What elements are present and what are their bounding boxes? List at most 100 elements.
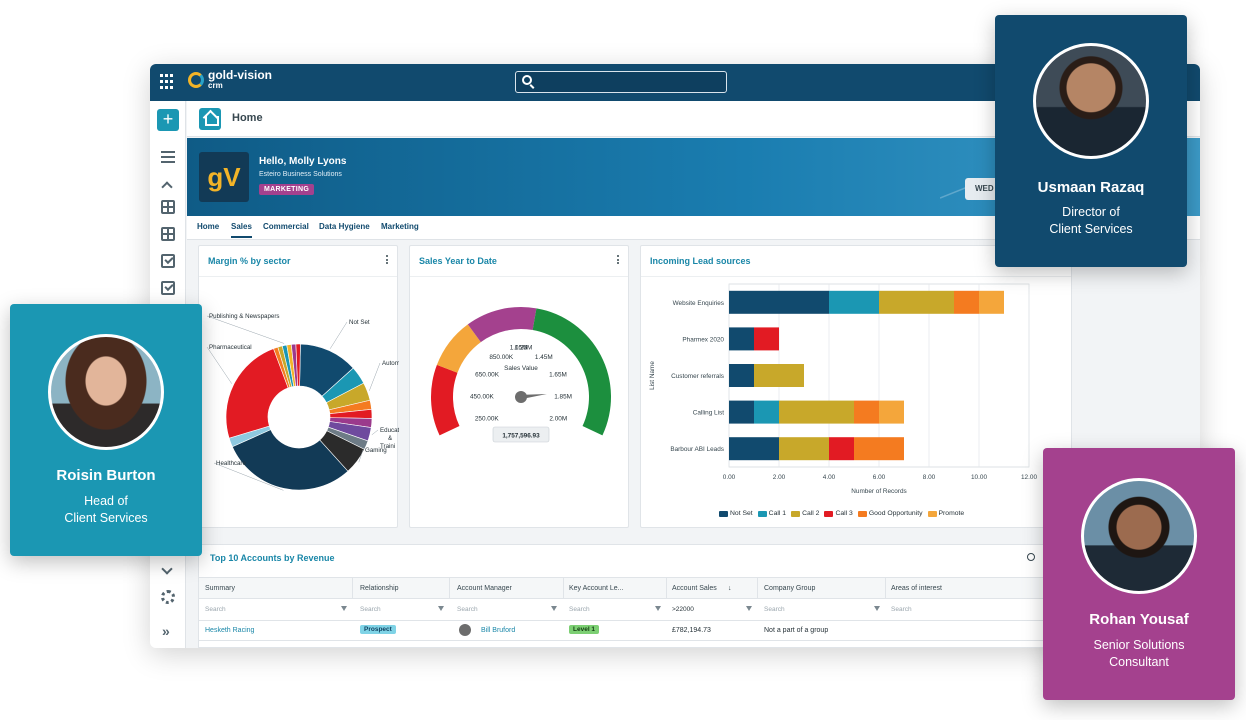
chart-legend: Not Set Call 1 Call 2 Call 3 Good Opportunit… xyxy=(719,510,964,517)
pie-leader-line xyxy=(213,462,284,491)
legend-item[interactable]: Not Set xyxy=(719,510,753,517)
legend-item[interactable]: Call 1 xyxy=(757,510,786,517)
x-tick-label: 12.00 xyxy=(1021,474,1037,481)
bar-segment xyxy=(879,400,904,424)
search-icon[interactable] xyxy=(1027,553,1035,561)
gauge-tick-label: 1.65M xyxy=(549,372,567,379)
person-name: Roisin Burton xyxy=(56,467,156,484)
bar-segment xyxy=(854,437,904,461)
account-manager-link[interactable]: Bill Bruford xyxy=(481,627,516,634)
page-title: Home xyxy=(232,112,263,124)
y-tick-label: Calling List xyxy=(693,410,724,417)
logo-text: gold-vision xyxy=(208,68,272,82)
areas-filter-input[interactable]: Search xyxy=(891,606,912,613)
key-account-filter-input[interactable]: Search xyxy=(569,606,590,613)
summary-filter-input[interactable]: Search xyxy=(205,606,226,613)
column-header-account-manager[interactable]: Account Manager xyxy=(457,585,512,592)
filter-icon[interactable] xyxy=(341,606,347,612)
legend-swatch xyxy=(857,510,867,517)
sales-year-to-date-card: Sales Year to Date 250.00K 450.00K 650.00K… xyxy=(409,245,629,528)
legend-item[interactable]: Call 2 xyxy=(791,510,819,517)
more-options-icon[interactable] xyxy=(386,255,389,266)
table-row[interactable]: Hesketh Racing Prospect Bill Bruford Lev… xyxy=(199,621,1047,641)
expand-sidebar-icon[interactable]: » xyxy=(162,623,170,639)
account-summary-link[interactable]: Hesketh Racing xyxy=(205,627,255,634)
column-header-company-group[interactable]: Company Group xyxy=(764,585,816,592)
gauge-tick-label: 650.00K xyxy=(475,372,500,379)
bar-segment xyxy=(879,290,954,314)
bar-segment xyxy=(979,290,1004,314)
relationship-filter-input[interactable]: Search xyxy=(360,606,381,613)
gauge-tick-label: 1.85M xyxy=(554,394,572,401)
legend-item[interactable]: Call 3 xyxy=(824,510,853,517)
person-name: Rohan Yousaf xyxy=(1089,611,1189,628)
pie-label: Gaming xyxy=(365,447,387,454)
company-group-filter-input[interactable]: Search xyxy=(764,606,785,613)
global-search-input[interactable] xyxy=(515,71,727,93)
account-manager-filter-input[interactable]: Search xyxy=(457,606,478,613)
person-role-line-1: Director of xyxy=(1062,205,1120,219)
sales-gauge-chart: 250.00K450.00K650.00K850.00K1.05M1.25M1.… xyxy=(431,307,611,443)
tab-commercial[interactable]: Commercial xyxy=(263,222,309,231)
tasks-icon[interactable] xyxy=(161,281,175,295)
key-account-level-badge: Level 1 xyxy=(569,625,600,634)
card-title: Margin % by sector xyxy=(208,256,291,266)
bar-segment xyxy=(754,364,804,387)
tasks-icon[interactable] xyxy=(161,254,175,268)
legend-swatch xyxy=(757,510,767,517)
add-new-button[interactable]: + xyxy=(157,109,179,131)
column-header-summary[interactable]: Summary xyxy=(205,585,235,592)
menu-icon[interactable] xyxy=(161,151,175,165)
top-accounts-table-card: Top 10 Accounts by Revenue Summary Relat… xyxy=(198,544,1048,648)
dashboard-icon[interactable] xyxy=(161,200,175,214)
gauge-tick-label: 1.05M xyxy=(510,344,528,351)
bar-segment xyxy=(729,364,754,387)
account-sales-value: £782,194.73 xyxy=(672,627,711,634)
home-icon[interactable] xyxy=(199,108,221,130)
more-options-icon[interactable] xyxy=(617,255,620,266)
column-header-account-sales[interactable]: Account Sales xyxy=(672,585,717,592)
x-axis-label: Number of Records xyxy=(851,488,906,495)
filter-icon[interactable] xyxy=(438,606,444,612)
tab-data-hygiene[interactable]: Data Hygiene xyxy=(319,222,370,231)
settings-gear-icon[interactable] xyxy=(161,590,175,604)
y-tick-label: Barbour ABI Leads xyxy=(670,446,724,453)
pie-label: Healthcare xyxy=(216,460,246,467)
gauge-series-label: Sales Value xyxy=(504,365,538,372)
dashboard-icon[interactable] xyxy=(161,227,175,241)
table-header: Summary Relationship Account Manager Key… xyxy=(199,577,1047,599)
chevron-up-icon[interactable] xyxy=(161,181,173,193)
tab-home[interactable]: Home xyxy=(197,222,220,231)
column-header-areas-of-interest[interactable]: Areas of interest xyxy=(891,585,942,592)
person-name: Usmaan Razaq xyxy=(1037,179,1145,196)
pie-leader-line xyxy=(206,315,285,344)
logo-mark-icon xyxy=(188,72,204,88)
chevron-down-icon[interactable] xyxy=(161,563,173,575)
legend-item[interactable]: Good Opportunity xyxy=(857,510,923,517)
person-card-rohan-yousaf: Rohan Yousaf Senior Solutions Consultant xyxy=(1043,448,1235,700)
legend-label: Call 2 xyxy=(802,510,820,517)
account-sales-filter-input[interactable]: >22000 xyxy=(672,606,694,613)
gold-vision-logo[interactable]: gold-vision crm xyxy=(188,68,272,90)
table-title: Top 10 Accounts by Revenue xyxy=(210,553,335,563)
app-launcher-icon[interactable] xyxy=(160,74,176,90)
tab-marketing[interactable]: Marketing xyxy=(381,222,419,231)
company-group-value: Not a part of a group xyxy=(764,627,829,634)
gauge-value-box xyxy=(492,426,550,443)
sort-descending-icon[interactable]: ↓ xyxy=(728,585,732,592)
gauge-needle xyxy=(520,393,547,400)
filter-icon[interactable] xyxy=(746,606,752,612)
tab-sales[interactable]: Sales xyxy=(231,222,252,238)
filter-icon[interactable] xyxy=(551,606,557,612)
column-header-relationship[interactable]: Relationship xyxy=(360,585,399,592)
legend-item[interactable]: Promote xyxy=(927,510,964,517)
person-role-line-2: Consultant xyxy=(1109,655,1169,669)
gauge-tick-label: 250.00K xyxy=(475,416,500,423)
y-tick-label: Customer referrals xyxy=(671,373,724,380)
filter-icon[interactable] xyxy=(874,606,880,612)
column-header-key-account-level[interactable]: Key Account Le... xyxy=(569,585,624,592)
filter-icon[interactable] xyxy=(655,606,661,612)
role-badge: MARKETING xyxy=(259,184,315,195)
legend-swatch xyxy=(719,510,728,517)
